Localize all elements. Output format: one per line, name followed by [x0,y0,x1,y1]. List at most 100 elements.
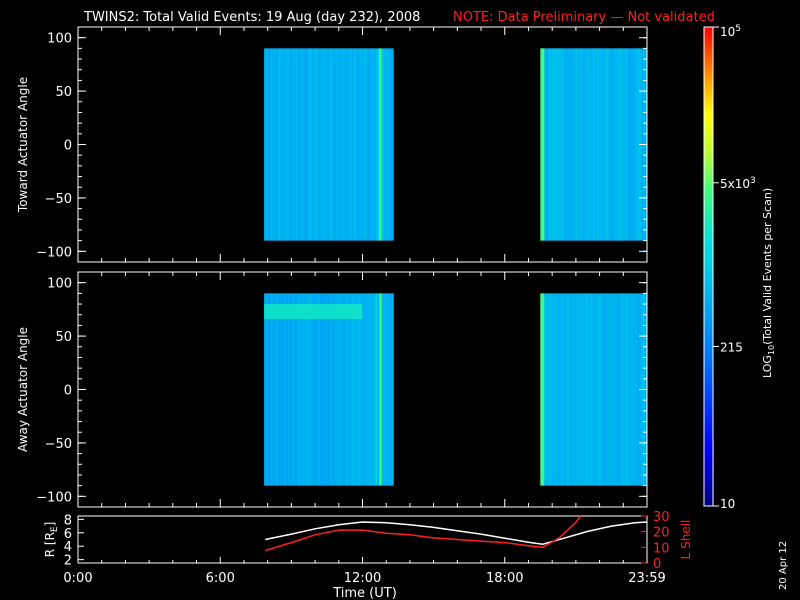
heatmap-strip [264,48,267,241]
r-tick-label: 4 [64,540,72,555]
heatmap-strip [590,293,594,486]
heatmap-strip [349,48,352,241]
heatmap-strip [278,293,281,486]
heatmap-block [540,293,648,486]
heatmap-strip [389,48,392,241]
heatmap-strip [610,48,614,241]
heatmap-strip [301,48,305,241]
heatmap-strip [586,293,590,486]
heatmap-strip [347,48,350,241]
x-tick-label: 18:00 [486,571,523,586]
heatmap-strip [596,48,600,241]
heatmap-strip [317,293,321,486]
heatmap-strip [612,293,616,486]
heatmap-block [540,48,648,241]
heatmap-strip [588,48,592,241]
r-line [265,521,648,545]
heatmap-strip [379,293,382,486]
heatmap-strip [616,293,620,486]
heatmap-strip [546,293,549,486]
heatmap-strip [357,48,360,241]
heatmap-strip [548,293,551,486]
heatmap-strip [592,48,596,241]
heatmap-strip [365,48,368,241]
heatmap-strip [385,293,388,486]
heatmap-strip [542,48,545,241]
heatmap-strip [272,48,275,241]
heatmap-strip [295,48,299,241]
heatmap-strip [363,293,366,486]
heatmap-strip [558,48,561,241]
r-axis-label-sub: E [50,526,60,532]
heatmap-strip [367,293,370,486]
heatmap-strip [566,293,569,486]
r-tick-label: 8 [64,513,72,528]
heatmap-strip [562,48,565,241]
heatmap-strip [371,293,374,486]
heatmap-strip [337,293,341,486]
heatmap-strip [540,293,543,486]
heatmap-strip [309,48,313,241]
heatmap-strip [614,293,618,486]
heatmap-strip [636,48,640,241]
heatmap-strip [632,48,636,241]
heatmap-strip [606,293,610,486]
heatmap-strip [301,293,305,486]
heatmap-strip [596,293,600,486]
y-axis-label: Away Actuator Angle [16,327,30,452]
heatmap-strip [544,293,547,486]
heatmap-strip [588,293,592,486]
heatmap-strip [307,48,311,241]
heatmap-strip [303,293,307,486]
colorbar-tick-label: 215 [720,340,743,354]
heatmap-strip [331,293,335,486]
x-tick-label: 23:59 [628,571,665,586]
r-axis-label-close: ] [43,522,57,527]
x-tick-label: 12:00 [344,571,381,586]
heatmap-strip [274,48,277,241]
heatmap-strip [287,48,291,241]
heatmap-strip [542,293,545,486]
heatmap-strip [574,293,577,486]
heatmap-strip [373,48,376,241]
heatmap-strip [636,293,640,486]
heatmap-strip [355,293,358,486]
colorbar-tick-label: 10 [720,497,735,511]
heatmap-strip [540,48,543,241]
heatmap-strip [568,48,571,241]
heatmap-strip [351,293,354,486]
y-tick-label: 50 [55,85,72,100]
away-panel: 100 50 0 −50 −100 Away Actuator Angle [16,271,648,508]
heatmap-strip [274,293,277,486]
colorbar-tick-label: 105 [720,24,741,39]
heatmap-block [264,48,394,241]
heatmap-strip [634,293,638,486]
colorbar-tick-exp: 5 [735,24,741,34]
heatmap-strip [331,48,335,241]
heatmap-strip [604,293,608,486]
heatmap-strip [614,48,618,241]
heatmap-strip [272,293,275,486]
heatmap-strip [313,293,317,486]
heatmap-strip [307,293,311,486]
heatmap-strip [387,293,390,486]
heatmap-strip [546,48,549,241]
heatmap-strip [560,293,563,486]
heatmap-strip [325,48,329,241]
heatmap-strip [335,48,339,241]
heatmap-strip [278,48,281,241]
heatmap-strip [600,293,604,486]
heatmap-strip [367,48,370,241]
heatmap-strip [618,293,622,486]
heatmap-strip [282,293,285,486]
heatmap-strip [353,293,356,486]
heatmap-strip [315,293,319,486]
heatmap-strip [582,293,585,486]
heatmap-strip [319,293,323,486]
heatmap-strip [584,293,588,486]
heatmap-strip [578,48,581,241]
y-tick-label: 50 [55,330,72,345]
heatmap-strip [311,48,315,241]
heatmap-strip [327,293,331,486]
heatmap-strip [351,48,354,241]
